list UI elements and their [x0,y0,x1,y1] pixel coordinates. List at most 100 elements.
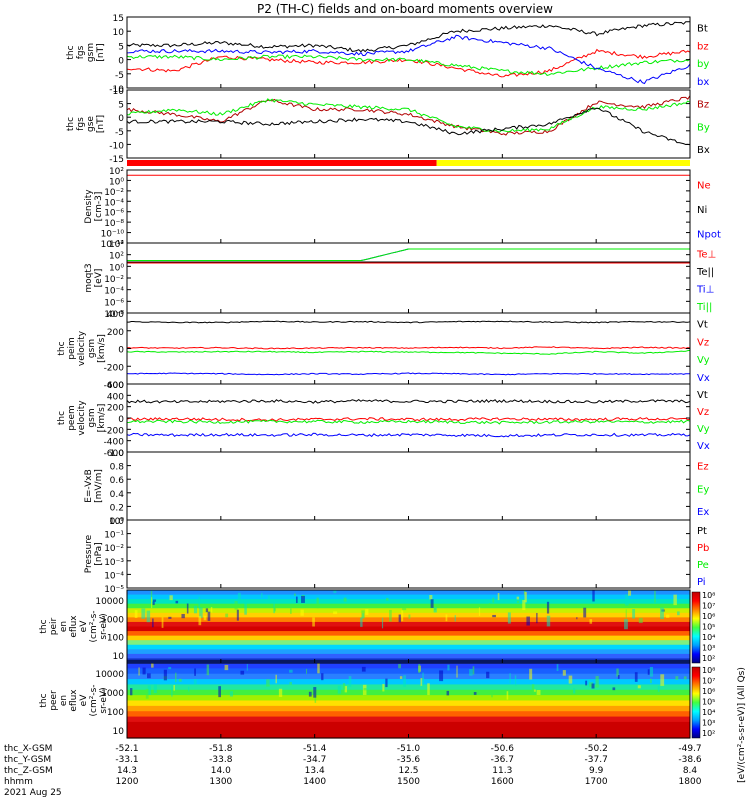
spectrogram-texture [675,676,679,680]
spectrogram-texture [147,685,152,695]
series-line-bz [126,95,691,136]
spectrogram-texture [624,619,628,630]
spectrogram-texture [447,664,450,671]
spectrogram-texture [612,687,616,691]
spectrogram-texture [660,607,664,620]
y-tick-label: 10⁰ [109,517,124,527]
spectrogram-texture [348,676,352,687]
spectrogram-texture [427,683,430,696]
spectrogram-texture [295,596,298,604]
spectrogram-texture [365,608,369,616]
y-axis-label-line: moqt3 [84,263,94,292]
y-tick-label: -600 [104,449,125,459]
spectrogram-texture [173,685,176,691]
y-tick-label: 10 [113,87,125,97]
panel-fgs_gse_b: Bz By Bx 10 5 0 -5 -10 -15 thcfgsgse[nT] [66,87,710,165]
y-axis-label-line: gsm [87,408,97,427]
spectrogram-band [127,626,690,632]
y-axis-label: thcpeirenefluxeV(cm²-s-sr-eV) [39,610,109,642]
series-line-ti⊥ [127,248,690,261]
y-axis-label-line: [nT] [96,115,106,133]
y-tick-label: 10⁻¹⁰ [101,230,125,240]
y-axis-label-line: thc [66,117,76,131]
spectrogram-texture [509,673,511,684]
panel-density: Ne Ni Npot 10²10⁰10⁻²10⁻⁴10⁻⁶10⁻⁸10⁻¹⁰10⁻¹²… [84,167,721,250]
spectrogram-texture [289,681,292,685]
spectrogram-texture [588,679,591,688]
y-tick-label: -400 [104,438,125,448]
spectrogram-texture [399,676,403,679]
y-axis-label-line: sr-eV) [99,613,109,639]
y-tick-label: 400 [107,310,124,320]
series-line-bz [126,48,691,78]
y-tick-label: 0.2 [110,503,124,513]
spectrogram-texture [193,679,197,685]
spectrogram-texture [313,687,317,698]
x-row-label: thc_X-GSM [4,744,52,754]
legend-pt: Pt [697,526,707,537]
spectrogram-texture [361,666,366,672]
spectrogram-band [127,679,690,686]
legend-npot: Npot [697,229,721,240]
spectrogram-texture [237,592,241,603]
y-axis-label-line: thc [39,619,49,633]
spectrogram-texture [649,666,654,677]
spectrogram-texture [556,664,559,671]
legend-ni: Ni [697,205,707,216]
spectrogram-texture [142,667,146,675]
spectrogram-band [127,603,690,609]
legend-vz: Vz [697,337,709,348]
colorbar-tick: 10⁵ [702,698,715,707]
spectrogram-texture [624,594,629,606]
x-row-label: thc_Z-GSM [4,766,53,776]
spectrogram-texture [524,591,527,603]
y-tick-label: 1000 [101,615,124,625]
legend-vy: Vy [697,424,710,435]
y-tick-label: 10² [109,167,124,177]
y-axis-label-line: en [59,695,69,706]
spectrogram-texture [526,616,530,626]
y-tick-label: 5 [118,101,124,111]
series-line-ti|| [127,248,690,261]
spectrogram-texture [536,612,538,624]
y-axis-label-line: gsm [86,43,96,62]
spectrogram-texture [657,685,660,692]
mode-bar-segment [436,160,690,166]
colorbar-tick: 10⁸ [702,666,715,675]
spectrogram-texture [225,613,229,618]
spectrogram-texture [194,668,196,676]
y-tick-label: 400 [107,392,124,402]
spectrogram-band [127,599,690,605]
x-tick-value: 11.3 [492,766,512,776]
series-line-bx [126,107,691,146]
legend-vy: Vy [697,355,710,366]
spectrogram-texture [650,678,652,684]
y-tick-label: 10⁻² [104,544,124,554]
series-line-bx [126,34,691,85]
y-axis-label-line: eV [79,694,89,707]
spectrogram-texture [422,678,425,686]
spectrogram-texture [300,609,304,616]
spectrogram-texture [337,685,342,694]
panel-frame [126,451,691,521]
spectrogram-texture [638,617,643,624]
spectrogram-texture [454,615,456,622]
y-tick-label: 0.6 [110,476,125,486]
y-axis-label-line: eV [79,620,89,633]
colorbar-top [691,591,701,664]
spectrogram-band [127,653,690,660]
x-tick-value: 1200 [116,777,139,787]
spectrogram-texture [473,692,477,695]
y-axis-label-line: [km/s] [97,334,107,363]
x-date-label: 2021 Aug 25 [4,788,62,798]
panel-peem_velocity: VtVzVyVx6004002000-200-400-600thcpeemvel… [57,381,710,459]
colorbar-tick: 10⁷ [702,677,715,686]
colorbar-tick: 10³ [702,644,715,653]
spectrogram-texture [592,590,595,602]
x-tick-value: -51.8 [209,744,233,754]
spectrogram-band [127,649,690,655]
spectrogram-texture [516,596,520,600]
colorbar-tick: 10⁴ [702,708,715,717]
legend-vz: Vz [697,407,709,418]
spectrogram-band [127,644,690,650]
